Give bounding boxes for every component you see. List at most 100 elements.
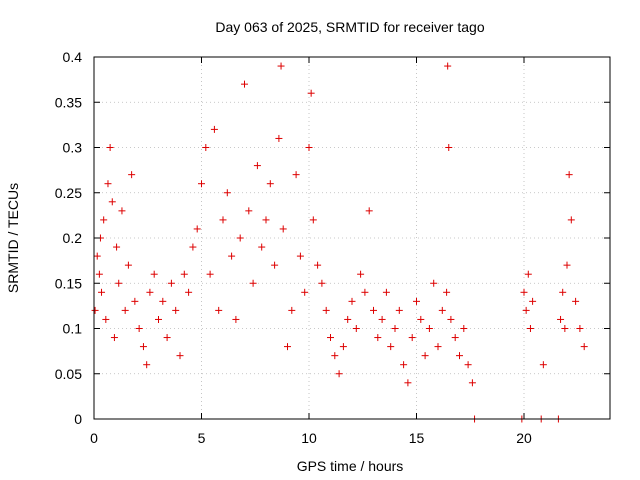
data-point — [580, 343, 588, 351]
data-point — [563, 261, 571, 269]
data-point — [163, 334, 171, 342]
y-tick-label: 0.05 — [55, 366, 82, 382]
data-point — [344, 315, 352, 323]
data-point — [451, 334, 459, 342]
data-point — [210, 125, 218, 133]
data-point — [468, 379, 476, 387]
data-point — [202, 144, 210, 151]
data-point — [106, 144, 114, 151]
y-tick-label: 0.3 — [63, 140, 83, 156]
data-point — [576, 325, 584, 332]
data-point — [370, 306, 377, 314]
data-point — [572, 297, 580, 305]
ticks-layer — [93, 56, 610, 420]
data-point — [339, 343, 347, 351]
data-point — [387, 343, 395, 351]
data-point — [121, 306, 129, 314]
data-point — [357, 270, 365, 278]
data-point — [93, 252, 101, 260]
data-point — [236, 234, 244, 242]
data-point — [378, 315, 386, 323]
data-point — [438, 306, 446, 314]
x-tick-label: 15 — [409, 430, 425, 446]
data-point — [95, 270, 103, 278]
y-tick-label: 0.2 — [63, 230, 83, 246]
data-point — [292, 171, 300, 179]
data-point — [176, 352, 184, 360]
data-point — [557, 315, 565, 323]
x-tick-label: 20 — [516, 430, 532, 446]
data-point — [327, 334, 334, 342]
x-axis-title: GPS time / hours — [297, 458, 404, 474]
data-point — [206, 270, 214, 278]
data-point — [131, 297, 139, 305]
data-point — [404, 379, 412, 387]
data-point — [241, 80, 248, 88]
data-point — [118, 207, 126, 215]
data-point — [318, 279, 326, 287]
data-point — [322, 306, 330, 314]
tick-labels-layer: 0 5 10 15 20 0 0.05 0.1 0.15 0.2 0.25 0.3 0.35 0.4 — [55, 49, 532, 446]
data-point — [444, 62, 452, 70]
data-point — [520, 288, 528, 296]
chart-title: Day 063 of 2025, SRMTID for receiver tag… — [215, 19, 484, 35]
data-point — [296, 252, 304, 260]
data-point — [219, 216, 227, 224]
data-point — [284, 343, 291, 351]
data-point — [408, 334, 416, 342]
data-point — [305, 144, 313, 151]
data-point — [128, 171, 136, 179]
data-point — [331, 352, 339, 360]
data-point — [115, 279, 123, 287]
data-point — [139, 343, 147, 351]
data-point — [288, 306, 296, 314]
data-point — [314, 261, 322, 269]
data-point — [113, 243, 121, 251]
data-point — [185, 288, 193, 296]
data-point — [167, 279, 175, 287]
data-point — [413, 297, 420, 305]
data-point — [400, 361, 408, 369]
data-point — [266, 180, 274, 188]
data-point — [143, 361, 151, 369]
y-tick-label: 0.25 — [55, 185, 82, 201]
data-point — [135, 325, 143, 332]
data-point — [146, 288, 154, 296]
data-point — [309, 216, 317, 224]
data-point — [104, 180, 112, 188]
data-point — [223, 189, 231, 197]
data-point — [361, 288, 369, 296]
y-tick-label: 0.15 — [55, 275, 82, 291]
data-point — [91, 306, 99, 314]
data-point — [275, 134, 283, 142]
data-point — [456, 352, 463, 360]
data-point — [253, 162, 261, 170]
data-point — [307, 89, 315, 97]
data-point — [232, 315, 240, 323]
data-point — [529, 297, 537, 305]
data-point — [365, 207, 373, 215]
data-point — [460, 325, 468, 332]
data-point — [159, 297, 167, 305]
data-point — [421, 352, 429, 360]
x-tick-label: 0 — [90, 430, 98, 446]
data-point — [180, 270, 188, 278]
data-point — [539, 361, 547, 369]
data-point — [395, 306, 403, 314]
plot-frame — [93, 56, 611, 420]
data-point — [526, 325, 534, 332]
data-point — [464, 361, 472, 369]
data-point — [434, 343, 442, 351]
data-point — [445, 144, 453, 151]
data-point — [189, 243, 197, 251]
data-point — [391, 325, 399, 332]
data-point — [352, 325, 360, 332]
data-point — [215, 306, 223, 314]
data-point — [425, 325, 433, 332]
data-point — [249, 279, 257, 287]
data-point — [443, 288, 451, 296]
data-point — [258, 243, 266, 251]
y-axis-title: SRMTID / TECUs — [5, 183, 21, 293]
